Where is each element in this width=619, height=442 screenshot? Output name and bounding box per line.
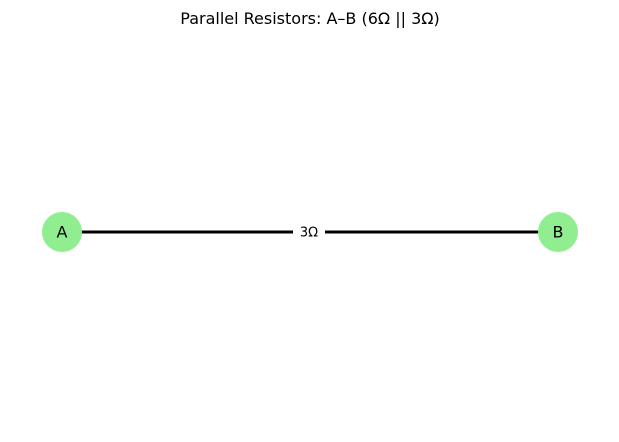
node-a-label: A: [57, 223, 68, 242]
diagram-title: Parallel Resistors: A–B (6Ω || 3Ω): [180, 9, 439, 28]
node-a: [42, 212, 82, 252]
node-b: [538, 212, 578, 252]
node-b-label: B: [553, 223, 564, 242]
edge-label: 3Ω: [300, 226, 318, 241]
edge-label-background: [293, 222, 325, 242]
